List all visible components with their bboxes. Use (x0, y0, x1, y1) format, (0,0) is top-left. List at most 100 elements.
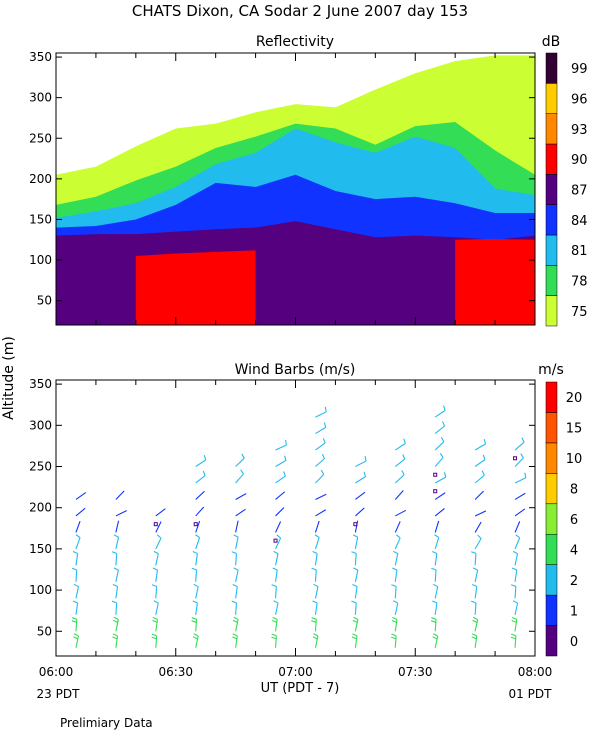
reflectivity-ytick-label: 50 (37, 294, 52, 308)
reflectivity-title: Reflectivity (256, 34, 334, 50)
wind-barb (514, 508, 526, 517)
wind-barb (474, 510, 487, 517)
wind-barb (352, 534, 359, 550)
wind-barb (394, 534, 401, 550)
wind-barb (434, 507, 445, 517)
wind-barb (312, 633, 319, 648)
wind-barb (355, 456, 367, 467)
wind-barb (430, 617, 437, 632)
reflectivity-ytick-label: 350 (29, 50, 52, 64)
wind-xtick-label: 08:00 (518, 665, 553, 679)
wind-barb (73, 583, 79, 599)
wind-barb (115, 510, 127, 517)
wind-barb (471, 551, 477, 566)
wind-colorbar-swatch (545, 564, 558, 596)
wind-barb (71, 567, 78, 582)
wind-colorbar-label: 0 (570, 635, 578, 650)
wind-barb (472, 567, 479, 582)
wind-barb (392, 567, 398, 582)
wind-barb (352, 583, 358, 599)
wind-barb (315, 469, 325, 484)
wind-barb (394, 438, 406, 451)
wind-xtick-label: 06:30 (158, 665, 193, 679)
wind-barb (315, 422, 327, 435)
wind-barb (111, 600, 118, 615)
wind-barb (195, 506, 205, 517)
wind-barb (511, 567, 518, 582)
wind-barb (113, 616, 119, 632)
wind-barb (351, 633, 358, 648)
wind-barb (273, 600, 279, 615)
wind-barb (352, 616, 359, 632)
wind-ytick-label: 150 (29, 542, 52, 556)
wind-colorbar-label: 8 (570, 483, 578, 498)
wind-barb (432, 633, 439, 648)
wind-colorbar-swatch (545, 412, 558, 444)
wind-colorbar-swatch (545, 533, 558, 565)
wind-barb (514, 453, 524, 467)
wind-barb (231, 600, 238, 615)
reflectivity-colorbar-swatch (545, 204, 558, 236)
wind-barb (235, 453, 245, 467)
wind-barb (355, 491, 366, 500)
wind-barb (393, 600, 399, 615)
wind-barb (153, 600, 159, 615)
wind-barb (115, 520, 120, 533)
wind-colorbar-label: 15 (566, 422, 583, 437)
calm-marker (273, 538, 278, 543)
wind-barb (233, 534, 239, 550)
wind-ytick-label: 200 (29, 501, 52, 515)
calm-marker (433, 472, 438, 477)
wind-barb (393, 550, 399, 566)
wind-barb (271, 633, 277, 648)
wind-barb (235, 493, 247, 500)
reflectivity-colorbar-swatch (545, 83, 558, 114)
wind-axes: 50 100 150 200 250 300 350 06:00 06:30 07:00 07:30… (29, 377, 552, 679)
wind-barb (395, 509, 407, 517)
reflectivity-colorbar-swatch (545, 265, 558, 296)
wind-barb (474, 534, 482, 550)
wind-barb (315, 509, 327, 517)
wind-barb (351, 551, 357, 566)
wind-colorbar-label: 4 (570, 543, 578, 558)
wind-barb (434, 452, 444, 467)
wind-barb (155, 521, 162, 533)
reflectivity-ytick-label: 300 (29, 91, 52, 105)
wind-colorbar-swatch (545, 381, 558, 413)
wind-colorbar-label: 2 (570, 574, 578, 589)
wind-barb (191, 617, 198, 632)
right-time-sublabel: 01 PDT (509, 687, 553, 701)
wind-barb (313, 583, 319, 599)
wind-barb (311, 617, 317, 632)
wind-colorbar-swatch (545, 594, 558, 626)
wind-barb (115, 490, 125, 500)
reflectivity-colorbar-label: 75 (571, 305, 588, 320)
wind-ytick-label: 100 (29, 583, 52, 597)
wind-barb (71, 617, 78, 632)
wind-colorbar-label: 10 (566, 452, 583, 467)
wind-barb (112, 583, 119, 599)
figure-title: CHATS Dixon, CA Sodar 2 June 2007 day 15… (132, 2, 468, 20)
wind-barb (192, 633, 199, 648)
wind-barb (151, 584, 158, 599)
wind-barb (512, 600, 519, 615)
wind-barb (192, 600, 198, 615)
calm-marker (513, 456, 518, 461)
wind-barb (351, 600, 357, 615)
wind-barb (511, 616, 518, 632)
wind-plot-frame (55, 379, 536, 657)
wind-barb (311, 567, 317, 582)
wind-barb (112, 633, 119, 648)
reflectivity-colorbar-label: 81 (571, 244, 588, 259)
wind-barb (312, 551, 318, 566)
wind-barb (73, 633, 79, 648)
wind-barb (315, 438, 326, 451)
wind-barb (434, 534, 440, 550)
wind-barb (232, 616, 239, 632)
wind-ytick-label: 250 (29, 460, 52, 474)
reflectivity-contours (56, 55, 535, 325)
wind-barb (272, 567, 278, 582)
reflectivity-colorbar-label: 96 (571, 93, 588, 108)
reflectivity-contour-90 (455, 238, 535, 325)
